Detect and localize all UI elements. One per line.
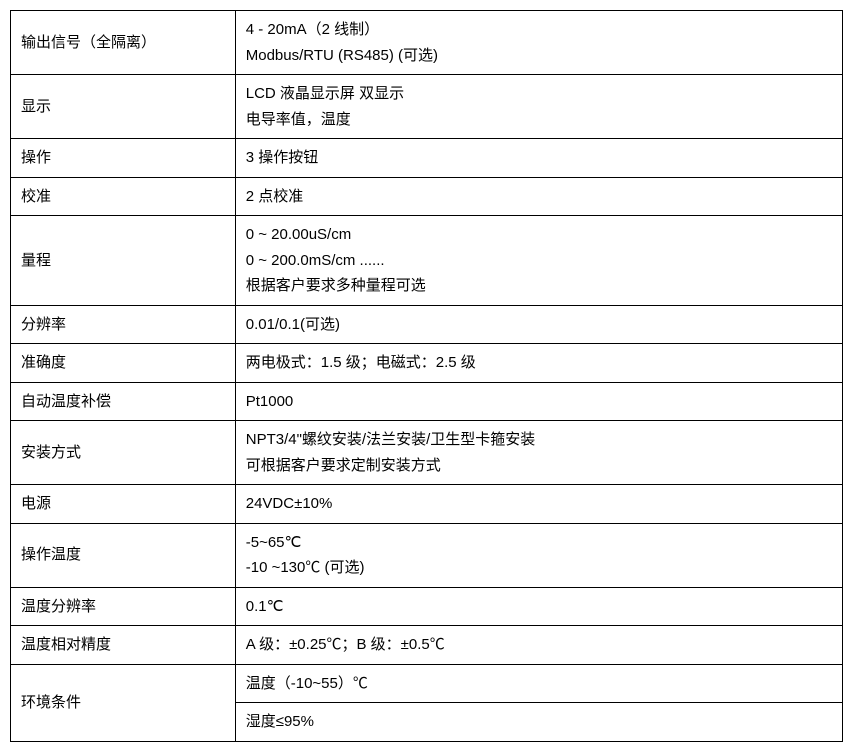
value-line: 根据客户要求多种量程可选 <box>246 277 426 294</box>
spec-label: 电源 <box>11 485 236 524</box>
spec-label: 温度分辨率 <box>11 587 236 626</box>
spec-value: 温度（-10~55）℃ <box>235 664 842 703</box>
spec-label: 温度相对精度 <box>11 626 236 665</box>
table-row: 输出信号（全隔离） 4 - 20mA（2 线制） Modbus/RTU (RS4… <box>11 11 843 75</box>
spec-value: Pt1000 <box>235 382 842 421</box>
spec-label: 显示 <box>11 75 236 139</box>
spec-value: 0.01/0.1(可选) <box>235 305 842 344</box>
table-body: 输出信号（全隔离） 4 - 20mA（2 线制） Modbus/RTU (RS4… <box>11 11 843 742</box>
value-line: 电导率值，温度 <box>246 111 351 128</box>
value-line: NPT3/4"螺纹安装/法兰安装/卫生型卡箍安装 <box>246 431 536 448</box>
spec-value: 0 ~ 20.00uS/cm 0 ~ 200.0mS/cm ...... 根据客… <box>235 216 842 306</box>
table-row: 温度分辨率 0.1℃ <box>11 587 843 626</box>
table-row: 电源 24VDC±10% <box>11 485 843 524</box>
table-row: 准确度 两电极式：1.5 级；电磁式：2.5 级 <box>11 344 843 383</box>
spec-label: 量程 <box>11 216 236 306</box>
table-row: 温度相对精度 A 级：±0.25℃；B 级：±0.5℃ <box>11 626 843 665</box>
table-row: 操作温度 -5~65℃ -10 ~130℃ (可选) <box>11 523 843 587</box>
spec-value: 两电极式：1.5 级；电磁式：2.5 级 <box>235 344 842 383</box>
spec-value: LCD 液晶显示屏 双显示 电导率值，温度 <box>235 75 842 139</box>
spec-label: 校准 <box>11 177 236 216</box>
table-row: 校准 2 点校准 <box>11 177 843 216</box>
spec-label: 环境条件 <box>11 664 236 741</box>
spec-label: 操作温度 <box>11 523 236 587</box>
specifications-table: 输出信号（全隔离） 4 - 20mA（2 线制） Modbus/RTU (RS4… <box>10 10 843 742</box>
spec-value: 3 操作按钮 <box>235 139 842 178</box>
spec-value: 湿度≤95% <box>235 703 842 742</box>
table-row: 操作 3 操作按钮 <box>11 139 843 178</box>
table-row: 显示 LCD 液晶显示屏 双显示 电导率值，温度 <box>11 75 843 139</box>
table-row: 安装方式 NPT3/4"螺纹安装/法兰安装/卫生型卡箍安装 可根据客户要求定制安… <box>11 421 843 485</box>
value-line: -5~65℃ <box>246 534 302 551</box>
table-row: 自动温度补偿 Pt1000 <box>11 382 843 421</box>
value-line: 4 - 20mA（2 线制） <box>246 21 379 38</box>
spec-value: NPT3/4"螺纹安装/法兰安装/卫生型卡箍安装 可根据客户要求定制安装方式 <box>235 421 842 485</box>
table-row: 分辨率 0.01/0.1(可选) <box>11 305 843 344</box>
spec-value: 2 点校准 <box>235 177 842 216</box>
value-line: 0 ~ 200.0mS/cm ...... <box>246 252 385 269</box>
value-line: Modbus/RTU (RS485) (可选) <box>246 47 438 64</box>
value-line: -10 ~130℃ (可选) <box>246 559 365 576</box>
spec-label: 分辨率 <box>11 305 236 344</box>
spec-label: 输出信号（全隔离） <box>11 11 236 75</box>
spec-value: 24VDC±10% <box>235 485 842 524</box>
spec-label: 准确度 <box>11 344 236 383</box>
spec-value: -5~65℃ -10 ~130℃ (可选) <box>235 523 842 587</box>
value-line: 0 ~ 20.00uS/cm <box>246 226 351 243</box>
spec-value: 4 - 20mA（2 线制） Modbus/RTU (RS485) (可选) <box>235 11 842 75</box>
spec-value: A 级：±0.25℃；B 级：±0.5℃ <box>235 626 842 665</box>
spec-value: 0.1℃ <box>235 587 842 626</box>
spec-label: 操作 <box>11 139 236 178</box>
table-row: 量程 0 ~ 20.00uS/cm 0 ~ 200.0mS/cm ...... … <box>11 216 843 306</box>
spec-label: 自动温度补偿 <box>11 382 236 421</box>
table-row: 环境条件 温度（-10~55）℃ <box>11 664 843 703</box>
spec-label: 安装方式 <box>11 421 236 485</box>
value-line: 可根据客户要求定制安装方式 <box>246 457 441 474</box>
value-line: LCD 液晶显示屏 双显示 <box>246 85 404 102</box>
